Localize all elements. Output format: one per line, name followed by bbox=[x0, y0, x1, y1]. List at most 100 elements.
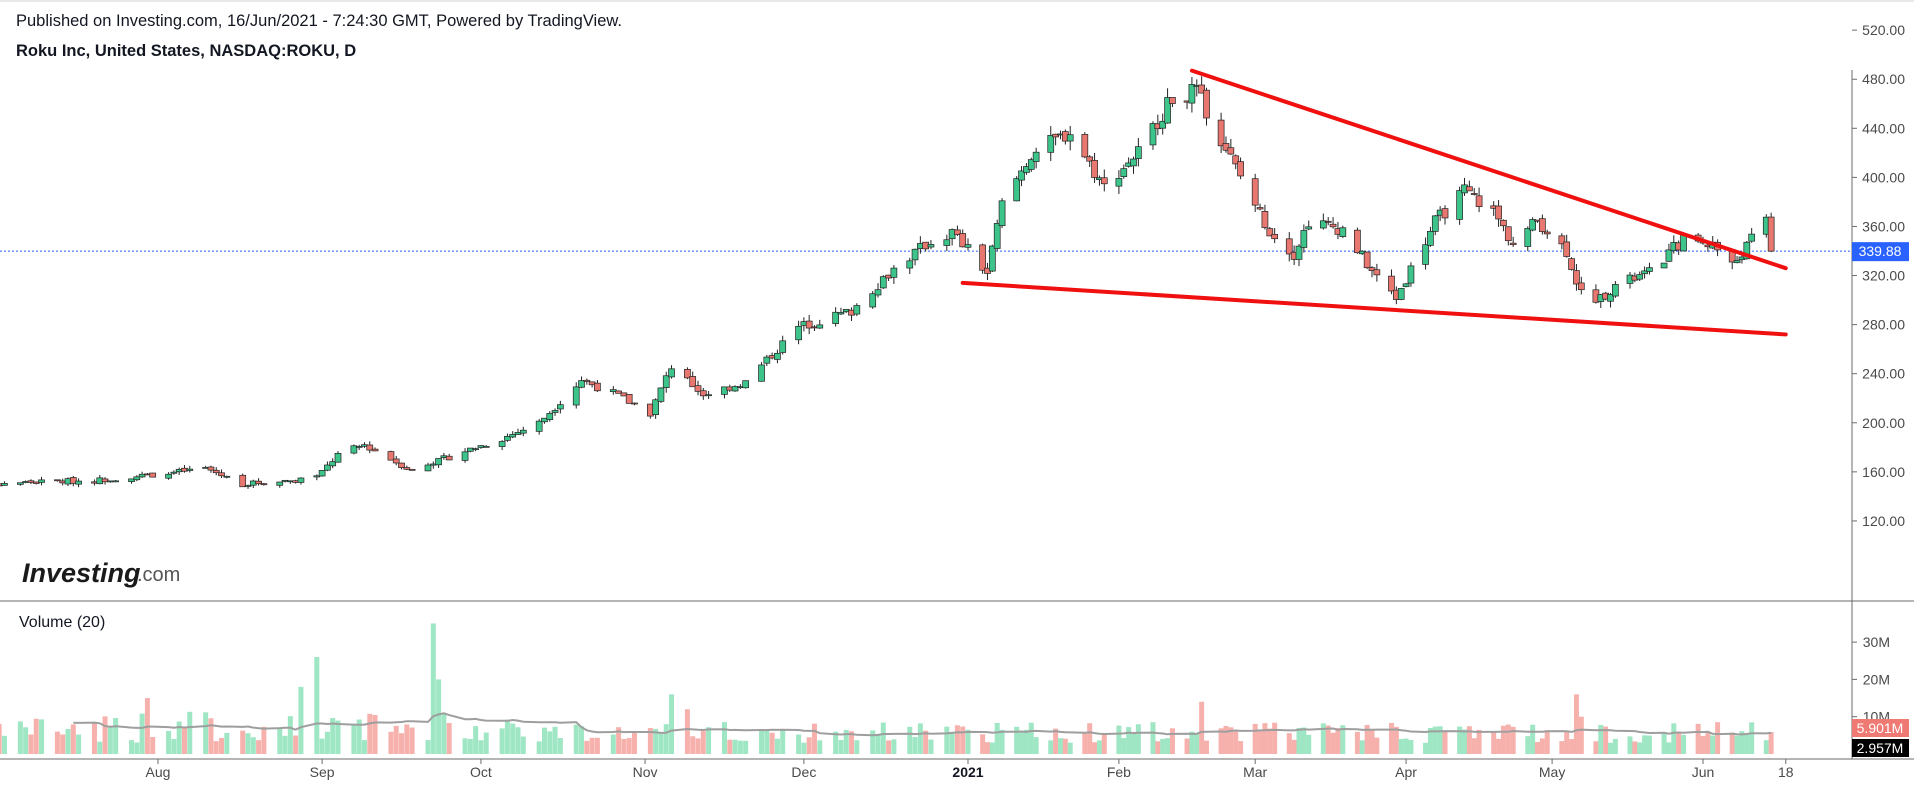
candle-body bbox=[1504, 226, 1512, 242]
candle-body bbox=[1529, 219, 1536, 231]
volume-bar bbox=[1496, 738, 1502, 754]
candle-body bbox=[1368, 267, 1376, 272]
candle-body bbox=[207, 466, 215, 471]
volume-bar bbox=[980, 734, 986, 754]
volume-bar bbox=[806, 737, 812, 754]
candle-body bbox=[472, 448, 479, 450]
candle-body bbox=[186, 468, 194, 471]
candle-body bbox=[1261, 211, 1269, 228]
volume-bar bbox=[684, 709, 690, 754]
candle-body bbox=[551, 410, 559, 413]
candle-body bbox=[1612, 284, 1619, 297]
price-tick-label: 280.00 bbox=[1862, 317, 1905, 333]
volume-bar bbox=[1393, 726, 1399, 754]
candle-body bbox=[1256, 207, 1264, 210]
candle-body bbox=[1743, 241, 1751, 260]
candle-body bbox=[615, 390, 622, 394]
trendline-lower[interactable] bbox=[960, 280, 1788, 337]
volume-bar bbox=[39, 719, 45, 754]
trendlines[interactable] bbox=[960, 68, 1788, 337]
last-price-badge bbox=[1852, 242, 1909, 262]
candle-body bbox=[1203, 89, 1210, 119]
price-tick-label: 120.00 bbox=[1862, 513, 1905, 529]
candle-body bbox=[1646, 267, 1653, 272]
candle-body bbox=[1495, 205, 1502, 220]
candle-body bbox=[276, 481, 284, 486]
volume-bar bbox=[1121, 738, 1127, 754]
volume-bar bbox=[298, 686, 304, 754]
volume-bar bbox=[430, 623, 436, 754]
volume-bar bbox=[849, 731, 855, 754]
volume-bar bbox=[923, 730, 929, 754]
volume-bar bbox=[1715, 722, 1721, 754]
price-axis: 120.00 160.00 200.00 240.00 280.00 320.00 360.… bbox=[1852, 22, 1905, 529]
volume-bar bbox=[589, 737, 595, 754]
time-tick-label: Aug bbox=[146, 764, 171, 780]
volume-bar bbox=[1525, 736, 1531, 754]
volume-bar bbox=[367, 713, 373, 754]
volume-bar bbox=[1053, 728, 1059, 754]
candle-body bbox=[1422, 244, 1429, 265]
volume-bar bbox=[907, 726, 913, 754]
volume-bar bbox=[404, 724, 410, 754]
volume-bar bbox=[1603, 726, 1609, 754]
candle-body bbox=[979, 244, 986, 271]
volume-bar bbox=[1559, 741, 1565, 754]
volume-bar bbox=[60, 734, 66, 754]
candle-body bbox=[1169, 97, 1176, 104]
volume-bar bbox=[1296, 727, 1302, 754]
volume-bar bbox=[721, 722, 727, 754]
price-tick-label: 320.00 bbox=[1862, 268, 1905, 284]
volume-bar bbox=[1646, 735, 1652, 754]
candle-body bbox=[1388, 275, 1395, 292]
volume-bar bbox=[1272, 722, 1278, 754]
volume-bar bbox=[1286, 733, 1292, 754]
price-tick-label: 200.00 bbox=[1862, 415, 1905, 431]
volume-bar bbox=[107, 727, 113, 754]
volume-bar bbox=[1700, 735, 1706, 754]
candle-body bbox=[625, 394, 633, 404]
candle-body bbox=[927, 244, 935, 248]
candle-body bbox=[408, 468, 416, 471]
price-tick-label: 400.00 bbox=[1862, 169, 1905, 185]
volume-bar bbox=[1666, 742, 1672, 754]
volume-bar bbox=[695, 738, 701, 754]
volume-bar bbox=[1369, 730, 1375, 754]
volume-bar bbox=[361, 740, 367, 754]
volume-bar bbox=[139, 713, 145, 754]
volume-bar bbox=[277, 728, 283, 754]
volume-bar bbox=[1612, 738, 1618, 754]
time-tick-label: Mar bbox=[1243, 764, 1267, 780]
candle-body bbox=[1047, 134, 1055, 153]
candle-body bbox=[504, 435, 511, 441]
volume-bar bbox=[1130, 732, 1136, 754]
candle-body bbox=[313, 475, 321, 478]
volume-bar bbox=[1544, 730, 1550, 754]
candle-body bbox=[403, 467, 411, 470]
volume-bar bbox=[1734, 735, 1740, 754]
volume-bar bbox=[1408, 740, 1414, 754]
candle-body bbox=[69, 477, 77, 484]
volume-bar bbox=[1330, 732, 1336, 754]
volume-bar bbox=[886, 740, 892, 754]
volume-bar bbox=[97, 741, 103, 754]
volume-bar bbox=[1457, 726, 1463, 754]
investing-logo: Investing .com bbox=[22, 558, 180, 588]
candle-body bbox=[1466, 186, 1473, 192]
candle-body bbox=[218, 472, 225, 477]
trendline-upper[interactable] bbox=[1189, 68, 1788, 271]
volume-bar bbox=[330, 718, 336, 754]
volume-bar bbox=[1096, 740, 1102, 754]
candle-body bbox=[731, 386, 739, 392]
candle-body bbox=[1, 483, 8, 486]
volume-bar bbox=[1539, 738, 1545, 754]
candle-body bbox=[943, 239, 951, 246]
candle-body bbox=[366, 444, 374, 451]
candle-body bbox=[1660, 262, 1668, 269]
time-tick-label: Feb bbox=[1107, 764, 1131, 780]
volume-bar bbox=[1359, 740, 1365, 754]
volume-bar bbox=[1763, 740, 1769, 754]
volume-bar bbox=[113, 718, 119, 754]
volume-tick-label: 30M bbox=[1863, 634, 1890, 650]
